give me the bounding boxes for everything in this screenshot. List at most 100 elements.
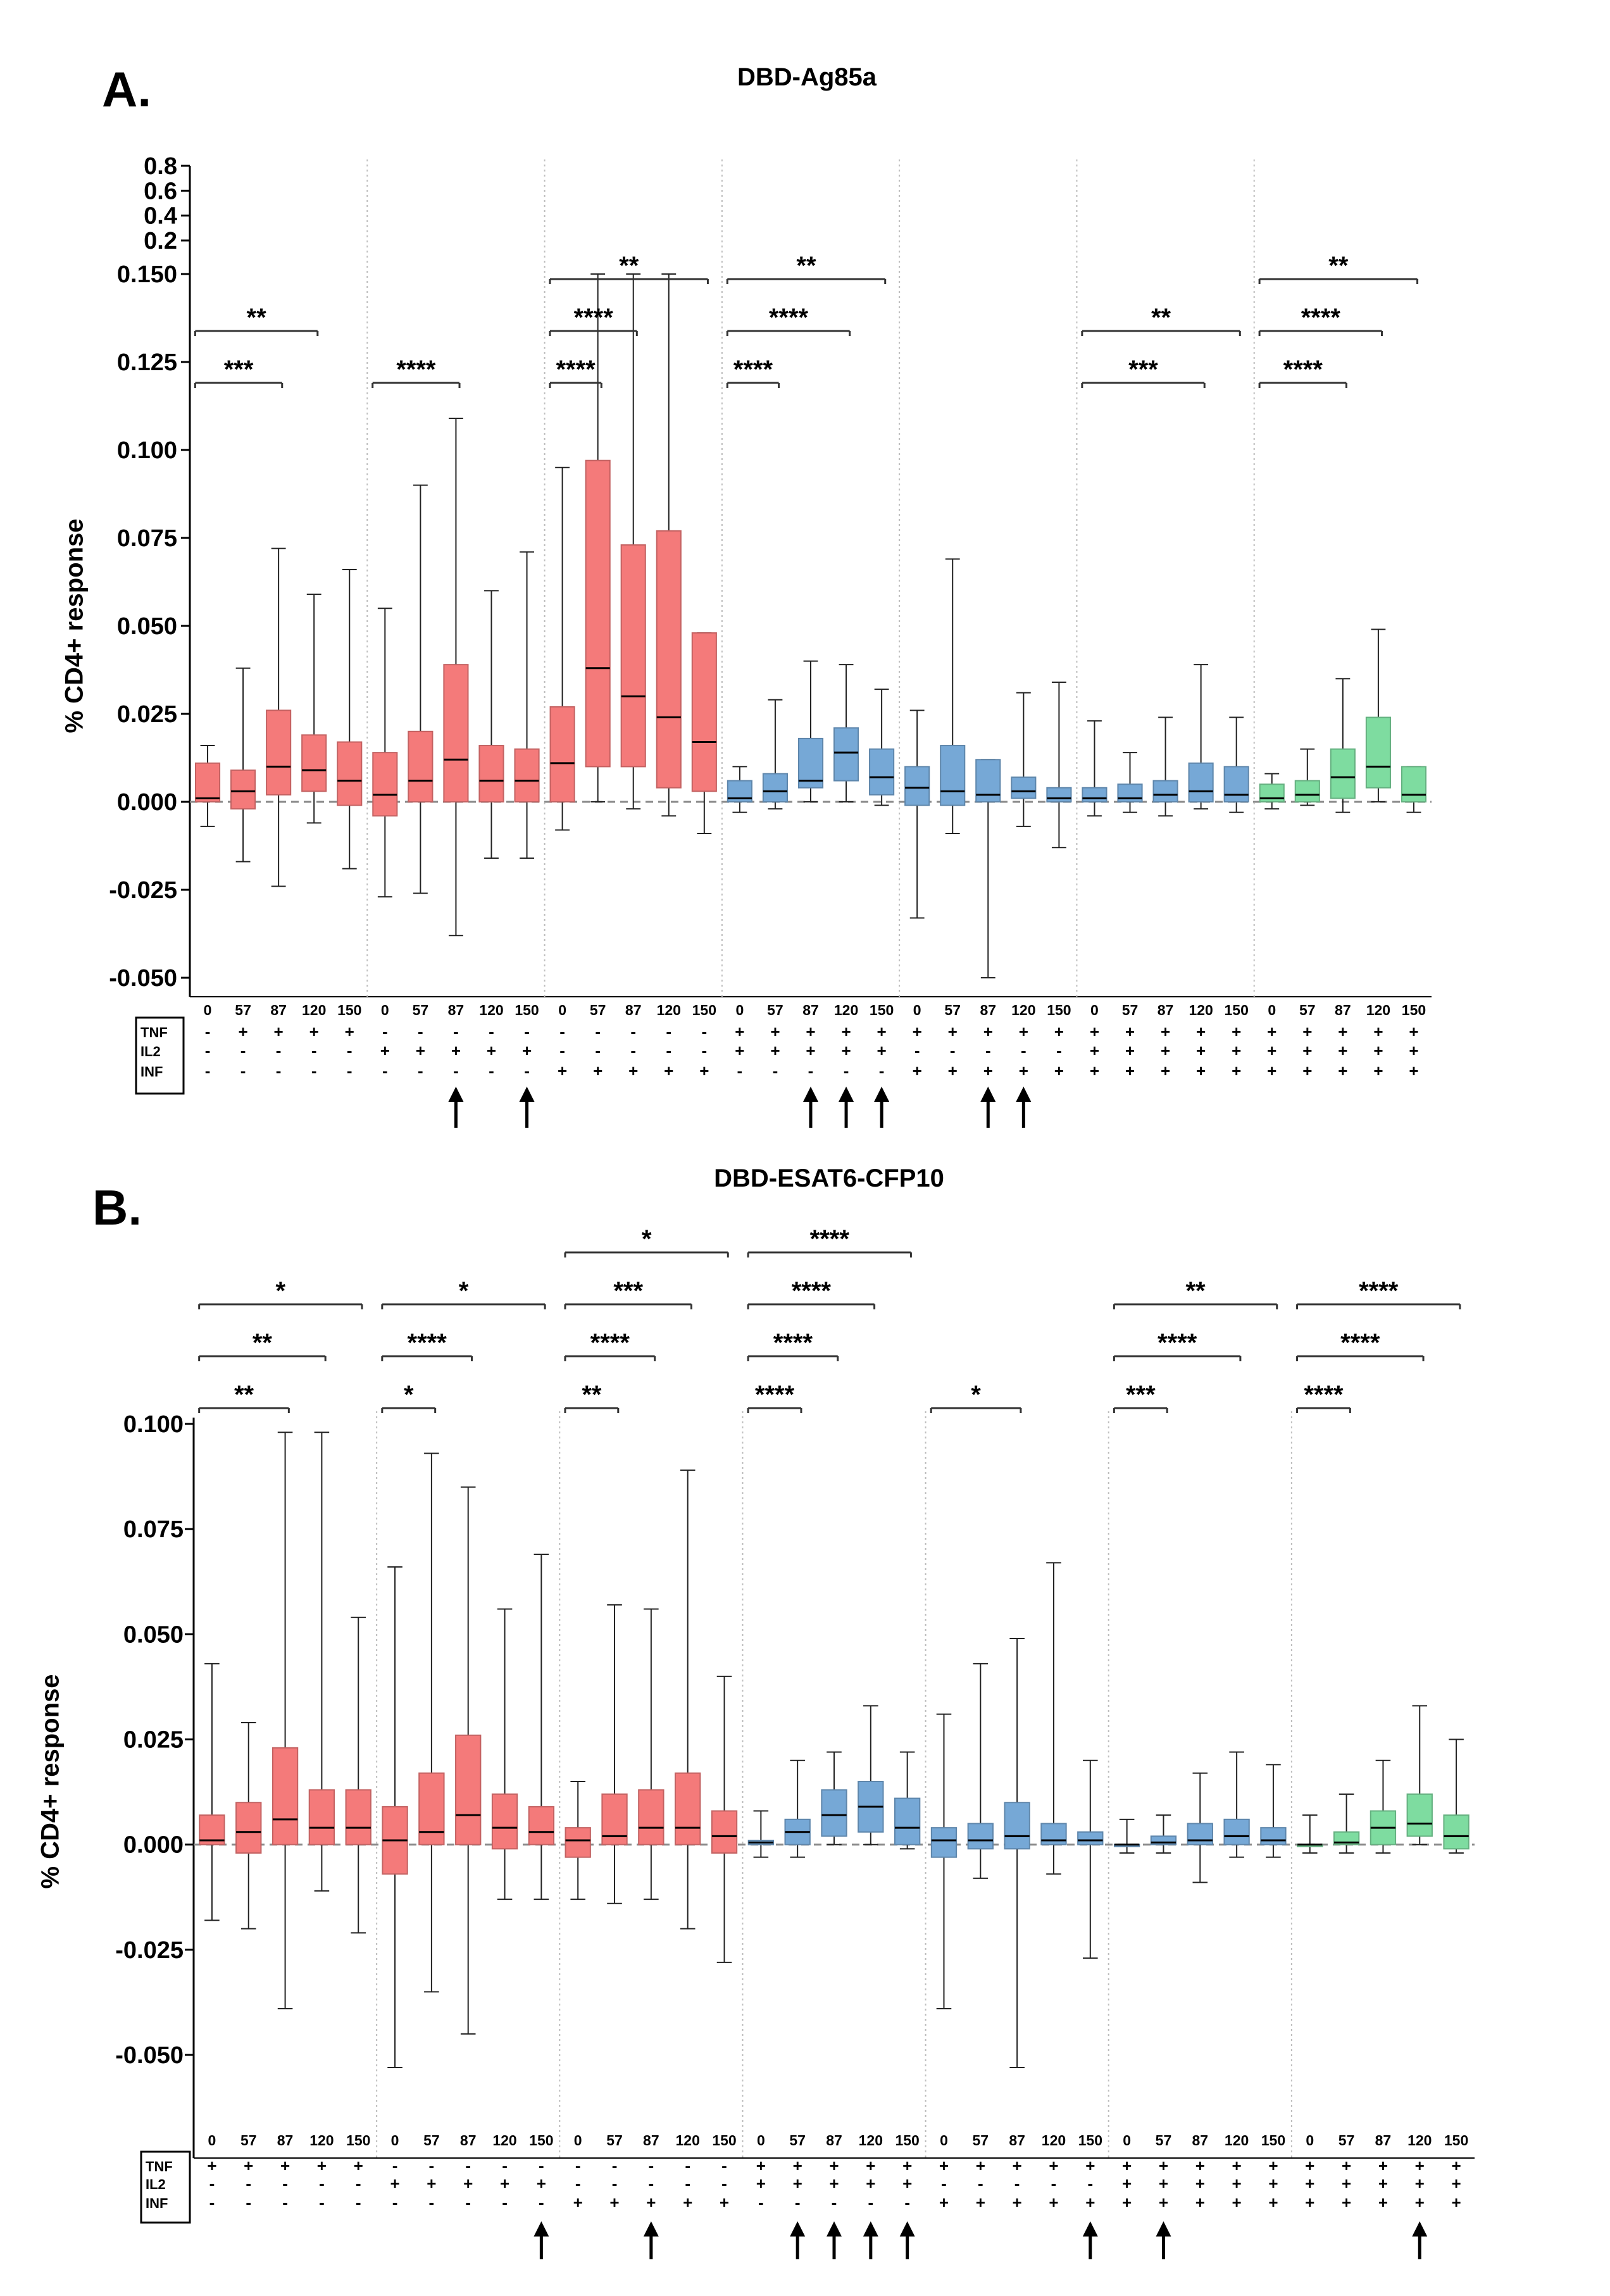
- sign-inf: +: [573, 2193, 583, 2212]
- sign-inf: +: [983, 1061, 993, 1080]
- x-tick-label: 120: [1407, 2132, 1432, 2149]
- sign-tnf: +: [1122, 2156, 1132, 2175]
- sign-il2: -: [1056, 1041, 1062, 1060]
- panel-letter: B.: [92, 1180, 142, 1235]
- box-blue: [1260, 1827, 1287, 1845]
- x-tick-label: 0: [381, 1002, 389, 1018]
- x-tick-label: 0: [204, 1002, 212, 1018]
- sign-inf: +: [913, 1061, 922, 1080]
- sign-tnf: +: [1125, 1022, 1135, 1041]
- x-tick-label: 87: [802, 1002, 819, 1018]
- significance-label: *: [404, 1381, 414, 1409]
- significance-label: ****: [769, 304, 809, 332]
- sign-il2: -: [282, 2174, 288, 2193]
- sign-tnf: +: [1232, 2156, 1242, 2175]
- sign-tnf: +: [1049, 2156, 1058, 2175]
- sign-inf: +: [1338, 1061, 1347, 1080]
- box-red: [675, 1772, 701, 1845]
- sign-tnf: +: [1268, 2156, 1278, 2175]
- significance-label: ****: [1283, 356, 1323, 384]
- sign-il2: -: [209, 2174, 215, 2193]
- sign-il2: -: [649, 2174, 654, 2193]
- box-blue: [894, 1797, 921, 1845]
- sign-inf: -: [502, 2193, 508, 2212]
- box-red: [345, 1789, 371, 1845]
- sign-tnf: +: [1409, 1022, 1418, 1041]
- arrow-up-icon: [1016, 1087, 1032, 1102]
- x-tick-label: 57: [590, 1002, 606, 1018]
- sign-inf: +: [664, 1061, 673, 1080]
- sign-il2: -: [612, 2174, 618, 2193]
- box-red: [230, 769, 256, 810]
- box-blue: [1188, 762, 1214, 802]
- sign-tnf: +: [244, 2156, 253, 2175]
- box-blue: [797, 737, 824, 789]
- x-tick-label: 0: [1090, 1002, 1099, 1018]
- sign-il2: +: [380, 1041, 390, 1060]
- sign-tnf: -: [502, 2156, 508, 2175]
- box-red: [514, 748, 540, 802]
- sign-inf: -: [904, 2193, 910, 2212]
- box-blue: [1004, 1802, 1030, 1850]
- sign-inf: +: [1305, 2193, 1314, 2212]
- sign-inf: -: [282, 2193, 288, 2212]
- sign-il2: +: [416, 1041, 425, 1060]
- y-tick-label: 0.000: [117, 789, 177, 816]
- sign-inf: +: [1085, 2193, 1095, 2212]
- x-tick-label: 87: [1158, 1002, 1174, 1018]
- x-tick-label: 87: [1335, 1002, 1351, 1018]
- sign-tnf: +: [1196, 1022, 1206, 1041]
- sign-tnf: +: [1378, 2156, 1388, 2175]
- sign-tnf: +: [793, 2156, 802, 2175]
- sign-tnf: +: [877, 1022, 887, 1041]
- significance-label: ****: [733, 356, 773, 384]
- x-tick-label: 120: [1189, 1002, 1213, 1018]
- x-tick-label: 87: [980, 1002, 996, 1018]
- box-green: [1365, 716, 1391, 789]
- sign-inf: +: [1302, 1061, 1312, 1080]
- x-tick-label: 150: [1444, 2132, 1468, 2149]
- box-red: [308, 1789, 335, 1845]
- arrow-up-icon: [980, 1087, 996, 1102]
- sign-il2: +: [1378, 2174, 1388, 2193]
- sign-tnf: +: [1415, 2156, 1425, 2175]
- sign-il2: +: [1090, 1041, 1099, 1060]
- row-label-inf: INF: [140, 1064, 163, 1080]
- sign-tnf: +: [1013, 2156, 1022, 2175]
- x-tick-label: 87: [1009, 2132, 1025, 2149]
- x-tick-label: 150: [346, 2132, 370, 2149]
- sign-tnf: -: [429, 2156, 435, 2175]
- sign-il2: -: [240, 1041, 246, 1060]
- arrow-up-icon: [803, 1087, 818, 1102]
- sign-inf: +: [1409, 1061, 1418, 1080]
- arrow-up-icon: [534, 2221, 549, 2237]
- box-red: [620, 544, 646, 768]
- sign-tnf: +: [948, 1022, 958, 1041]
- significance-label: ****: [1301, 304, 1341, 332]
- sign-il2: -: [347, 1041, 353, 1060]
- x-tick-label: 150: [1047, 1002, 1071, 1018]
- sign-il2: +: [793, 2174, 802, 2193]
- significance-label: ****: [755, 1381, 795, 1409]
- y-tick-label: 0.100: [117, 437, 177, 464]
- box-blue: [1040, 1823, 1067, 1845]
- sign-inf: +: [683, 2193, 692, 2212]
- y-tick-label: 0.025: [123, 1727, 184, 1754]
- box-blue: [904, 766, 930, 806]
- sign-inf: -: [844, 1061, 849, 1080]
- box-red: [478, 745, 504, 803]
- y-tick-label: 0.150: [117, 261, 177, 288]
- sign-tnf: +: [841, 1022, 851, 1041]
- sign-inf: +: [1013, 2193, 1022, 2212]
- significance-label: ***: [224, 356, 254, 384]
- sign-inf: +: [609, 2193, 619, 2212]
- significance-label: **: [1151, 304, 1171, 332]
- box-red: [585, 459, 611, 768]
- sign-il2: -: [666, 1041, 671, 1060]
- sign-il2: +: [1342, 2174, 1351, 2193]
- x-tick-label: 0: [940, 2132, 948, 2149]
- row-label-il2: IL2: [146, 2176, 166, 2192]
- x-tick-label: 57: [1122, 1002, 1139, 1018]
- sign-il2: +: [866, 2174, 875, 2193]
- significance-label: *: [459, 1277, 469, 1305]
